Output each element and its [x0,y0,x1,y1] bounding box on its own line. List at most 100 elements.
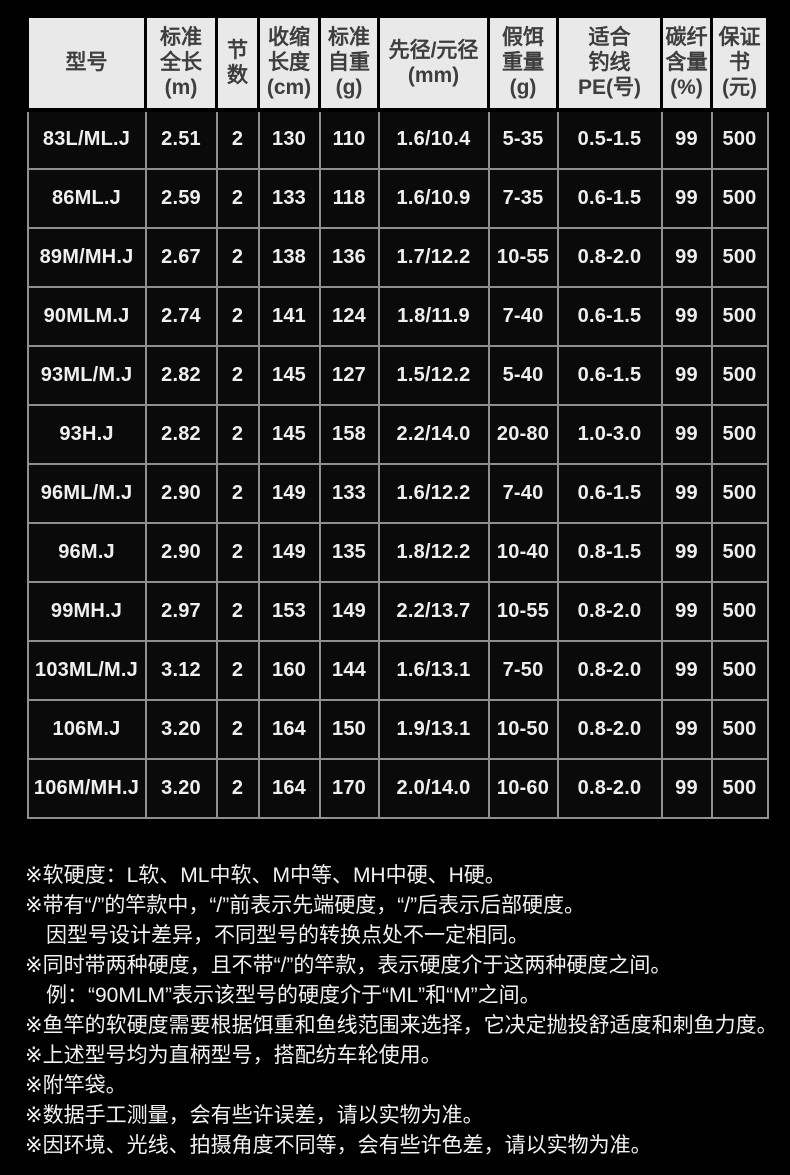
table-cell: 0.8-2.0 [556,639,663,701]
header-line: 标准 [160,26,202,50]
table-cell: 170 [318,757,380,819]
table-cell: 1.6/10.4 [377,108,490,170]
table-row-106M.J: 106M.J 3.20 2 164 150 1.9/13.1 10-50 0.8-2.0 99 5… [26,698,769,760]
table-cell: 5-35 [487,108,559,170]
table-cell: 2.82 [144,344,218,406]
spec-table-head: 型号 标准 全长 (m) 节数收缩 长度 (cm) 标准 自重 (g) 先径/元径 (mm) 假饵 重量(… [26,15,769,112]
table-cell: 10-55 [487,226,559,288]
table-cell: 2 [215,285,260,347]
table-cell: 133 [257,167,321,229]
header-cell-warranty: 保证书 (元) [710,15,769,112]
header-line: (%) [670,76,703,100]
table-cell: 86ML.J [26,167,147,229]
header-cell-std-length: 标准 全长 (m) [144,15,218,112]
table-cell: 2.2/13.7 [377,580,490,642]
header-line: 长度 [268,51,310,75]
table-cell: 99 [660,757,713,819]
note-line: ※同时带两种硬度，且不带“/”的竿款，表示硬度介于这两种硬度之间。 [25,954,672,977]
header-line: (g) [509,76,537,100]
table-cell: 130 [257,108,321,170]
table-cell: 500 [710,285,769,347]
table-cell: 103ML/M.J [26,639,147,701]
table-cell: 99 [660,639,713,701]
header-line: 含量 [665,51,708,75]
table-cell: 106M/MH.J [26,757,147,819]
table-row-93ML/M.J: 93ML/M.J 2.82 2 145 127 1.5/12.2 5-40 0.6-1.5 99… [26,344,769,406]
table-cell: 1.8/11.9 [377,285,490,347]
table-cell: 99 [660,698,713,760]
header-line: (mm) [407,63,460,87]
table-cell: 500 [710,580,769,642]
table-cell: 3.20 [144,757,218,819]
header-cell-sections: 节数 [215,15,260,112]
table-cell: 1.7/12.2 [377,226,490,288]
table-cell: 500 [710,521,769,583]
table-cell: 10-55 [487,580,559,642]
table-row-89M/MH.J: 89M/MH.J 2.67 2 138 136 1.7/12.2 10-55 0.8-2.0 9… [26,226,769,288]
spec-table: 型号 标准 全长 (m) 节数收缩 长度 (cm) 标准 自重 (g) 先径/元径 (mm) 假饵 重量(… [26,15,769,819]
table-cell: 99MH.J [26,580,147,642]
header-cell-closed-length: 收缩 长度 (cm) [257,15,321,112]
table-row-99MH.J: 99MH.J 2.97 2 153 149 2.2/13.7 10-55 0.8-2.0 99 5… [26,580,769,642]
table-cell: 2 [215,344,260,406]
table-cell: 2 [215,757,260,819]
table-cell: 2.90 [144,462,218,524]
table-cell: 2 [215,108,260,170]
header-cell-tip-butt-diameter: 先径/元径 (mm) [377,15,490,112]
table-cell: 2 [215,403,260,465]
table-cell: 2.74 [144,285,218,347]
table-cell: 2.51 [144,108,218,170]
table-cell: 83L/ML.J [26,108,147,170]
spec-table-body: 83L/ML.J 2.51 2 130 110 1.6/10.4 5-35 0.5-1.5 99… [26,108,769,819]
table-cell: 160 [257,639,321,701]
table-cell: 149 [257,462,321,524]
table-cell: 96ML/M.J [26,462,147,524]
table-cell: 110 [318,108,380,170]
table-cell: 2 [215,639,260,701]
note-line: ※带有“/”的竿款中，“/”前表示先端硬度，“/”后表示后部硬度。 [25,894,586,917]
table-cell: 127 [318,344,380,406]
table-cell: 144 [318,639,380,701]
header-line: 重量 [502,51,544,75]
table-cell: 2 [215,462,260,524]
note-line: 因型号设计差异，不同型号的转换点处不一定相同。 [46,924,529,947]
table-cell: 2.2/14.0 [377,403,490,465]
table-cell: 99 [660,285,713,347]
header-line: 标准 [328,26,370,50]
header-line: 假饵 [502,26,544,50]
table-row-90MLM.J: 90MLM.J 2.74 2 141 124 1.8/11.9 7-40 0.6-1.5 99 5… [26,285,769,347]
table-cell: 99 [660,403,713,465]
table-cell: 1.6/12.2 [377,462,490,524]
table-cell: 2.82 [144,403,218,465]
table-cell: 2.90 [144,521,218,583]
note-line: ※附竿袋。 [25,1074,127,1097]
table-cell: 1.6/10.9 [377,167,490,229]
table-cell: 1.8/12.2 [377,521,490,583]
table-cell: 500 [710,462,769,524]
table-cell: 96M.J [26,521,147,583]
table-cell: 136 [318,226,380,288]
header-line: 数 [227,63,248,87]
table-cell: 106M.J [26,698,147,760]
table-cell: 10-40 [487,521,559,583]
note-line: ※鱼竿的软硬度需要根据饵重和鱼线范围来选择，它决定抛投舒适度和刺鱼力度。 [25,1014,778,1037]
table-cell: 500 [710,108,769,170]
table-cell: 99 [660,521,713,583]
header-line: (g) [335,76,363,100]
header-line: 钓线 [588,51,631,75]
table-cell: 2 [215,167,260,229]
table-cell: 141 [257,285,321,347]
header-cell-std-weight: 标准 自重 (g) [318,15,380,112]
table-cell: 2.59 [144,167,218,229]
table-row-96ML/M.J: 96ML/M.J 2.90 2 149 133 1.6/12.2 7-40 0.6-1.5 99… [26,462,769,524]
table-cell: 145 [257,403,321,465]
table-cell: 133 [318,462,380,524]
table-cell: 1.5/12.2 [377,344,490,406]
table-cell: 3.12 [144,639,218,701]
header-cell-model: 型号 [26,15,147,112]
table-cell: 10-50 [487,698,559,760]
table-cell: 1.9/13.1 [377,698,490,760]
header-line: 节 [227,38,248,62]
table-cell: 3.20 [144,698,218,760]
table-cell: 150 [318,698,380,760]
